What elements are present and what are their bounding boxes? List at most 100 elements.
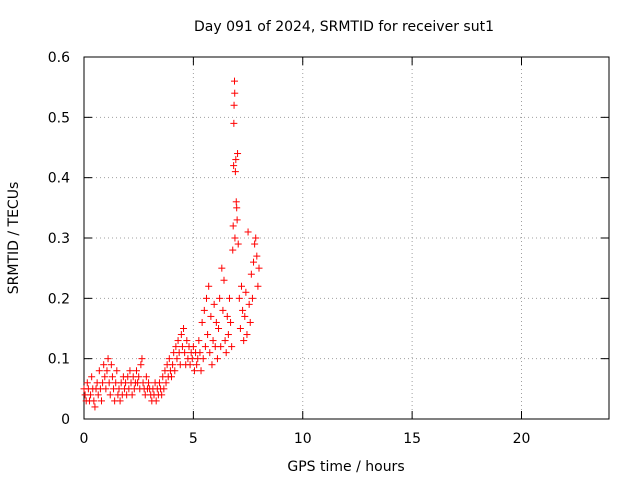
data-point bbox=[203, 294, 210, 302]
data-point bbox=[236, 325, 244, 332]
y-tick-label: 0.1 bbox=[48, 352, 70, 368]
data-point bbox=[235, 294, 243, 302]
data-point bbox=[183, 337, 191, 345]
data-point bbox=[250, 258, 258, 266]
data-point bbox=[253, 252, 261, 260]
data-point bbox=[116, 397, 124, 405]
data-point bbox=[196, 349, 204, 357]
data-point bbox=[220, 276, 228, 284]
data-point bbox=[91, 403, 99, 411]
data-point bbox=[152, 397, 160, 405]
data-point bbox=[173, 355, 181, 363]
data-point bbox=[225, 294, 233, 302]
x-tick-label: 0 bbox=[80, 431, 89, 447]
data-point bbox=[232, 198, 240, 206]
data-point bbox=[145, 379, 153, 387]
x-axis-tick-labels: 0 5 10 15 20 bbox=[80, 431, 531, 447]
data-point bbox=[95, 367, 103, 375]
data-point bbox=[240, 337, 248, 345]
data-point bbox=[231, 77, 238, 85]
x-tick-label: 10 bbox=[294, 431, 312, 447]
data-point bbox=[231, 234, 239, 242]
data-point bbox=[204, 331, 212, 339]
data-point bbox=[212, 318, 220, 326]
data-point bbox=[186, 361, 194, 369]
data-point bbox=[243, 331, 251, 339]
data-point bbox=[231, 89, 239, 97]
data-point bbox=[200, 306, 208, 314]
data-point bbox=[224, 331, 232, 339]
data-point bbox=[169, 361, 177, 369]
data-point bbox=[205, 282, 213, 290]
data-point bbox=[171, 367, 179, 375]
data-point bbox=[229, 246, 237, 254]
data-point bbox=[106, 391, 114, 399]
data-point bbox=[155, 379, 163, 387]
data-point bbox=[207, 312, 215, 320]
data-point bbox=[252, 234, 260, 242]
data-point bbox=[105, 379, 113, 387]
x-tick-label: 20 bbox=[513, 431, 531, 447]
data-point bbox=[239, 306, 247, 314]
data-point bbox=[244, 228, 252, 236]
data-point bbox=[137, 361, 145, 369]
x-tick-label: 5 bbox=[189, 431, 198, 447]
data-point bbox=[234, 240, 242, 248]
data-point bbox=[206, 349, 214, 357]
data-point bbox=[90, 397, 98, 405]
data-point bbox=[247, 270, 255, 278]
y-tick-label: 0.3 bbox=[48, 231, 70, 247]
grid-lines bbox=[84, 57, 609, 419]
data-point bbox=[168, 373, 175, 381]
data-point bbox=[222, 349, 230, 357]
data-point bbox=[94, 391, 102, 399]
data-point bbox=[233, 204, 241, 212]
data-point bbox=[160, 385, 168, 393]
data-point bbox=[99, 379, 107, 387]
x-tick-label: 15 bbox=[403, 431, 421, 447]
y-axis-tick-labels: 0 0.1 0.2 0.3 0.4 0.5 0.6 bbox=[48, 50, 70, 428]
data-point bbox=[180, 325, 188, 332]
data-point bbox=[195, 337, 203, 345]
data-point bbox=[83, 379, 91, 387]
data-point bbox=[242, 288, 250, 296]
data-point bbox=[199, 355, 207, 363]
data-point bbox=[208, 361, 216, 369]
data-point bbox=[245, 300, 253, 308]
data-point bbox=[103, 367, 111, 375]
y-tick-label: 0 bbox=[61, 412, 70, 428]
data-point bbox=[181, 349, 189, 357]
data-point bbox=[215, 325, 223, 332]
data-point bbox=[255, 264, 263, 272]
data-point bbox=[238, 282, 245, 290]
data-point bbox=[217, 343, 225, 351]
data-point bbox=[104, 355, 112, 363]
data-point bbox=[172, 343, 180, 351]
data-point bbox=[232, 156, 240, 164]
data-point bbox=[197, 367, 205, 375]
data-point bbox=[234, 150, 242, 158]
data-point bbox=[113, 367, 121, 375]
data-point bbox=[107, 361, 115, 369]
data-point bbox=[174, 337, 182, 345]
data-point bbox=[189, 343, 197, 351]
data-point bbox=[133, 367, 140, 375]
data-point bbox=[158, 391, 166, 399]
data-point bbox=[190, 367, 198, 375]
data-point bbox=[98, 397, 105, 405]
y-tick-label: 0.2 bbox=[48, 291, 70, 307]
data-point bbox=[198, 318, 206, 326]
data-point bbox=[223, 312, 231, 320]
data-point bbox=[201, 343, 209, 351]
data-point bbox=[135, 373, 143, 381]
data-point bbox=[108, 373, 116, 381]
y-axis-label: SRMTID / TECUs bbox=[6, 182, 22, 295]
data-point bbox=[230, 162, 238, 170]
data-point bbox=[229, 222, 237, 230]
data-point bbox=[227, 318, 235, 326]
data-point bbox=[241, 312, 249, 320]
data-point bbox=[88, 373, 96, 381]
data-point bbox=[231, 168, 239, 176]
data-point bbox=[228, 343, 236, 351]
